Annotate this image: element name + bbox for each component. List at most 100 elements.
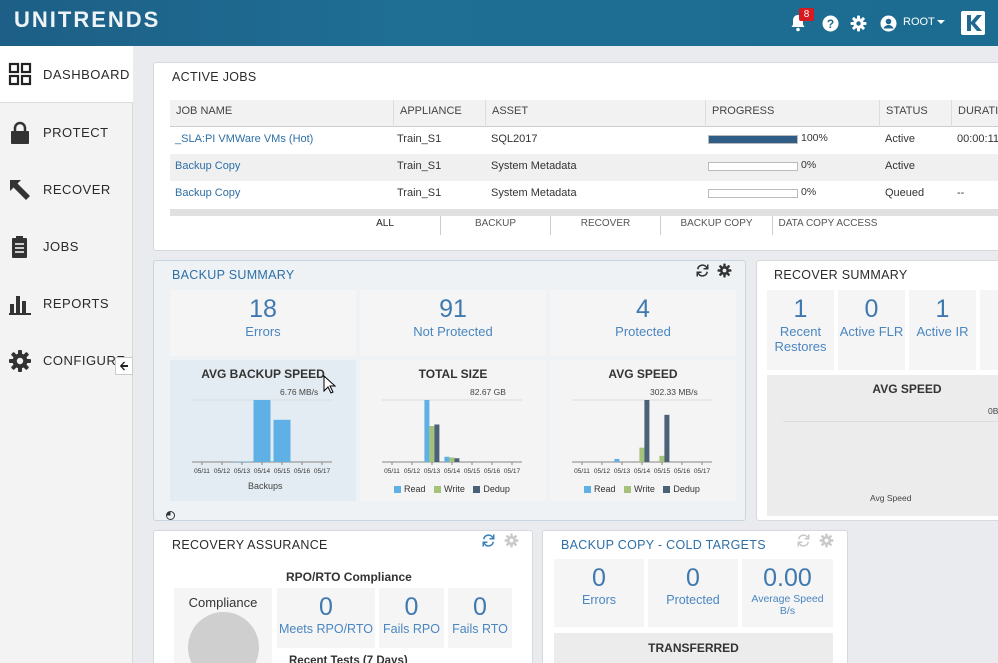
bar-value-05/15 [273,419,291,462]
arrow-left-icon [119,361,128,371]
partial-tile[interactable] [980,290,998,370]
recent-tests-heading: Recent Tests (7 Days) [289,655,408,663]
collapse-sidebar-button[interactable] [115,357,133,375]
progress-label: 100% [801,132,828,144]
meets-rpo-rto-tile[interactable]: 0 Meets RPO/RTO [277,588,375,648]
meets-rpo-rto-label: Meets RPO/RTO [278,622,373,636]
recent-restores-tile[interactable]: 1 Recent Restores [767,290,834,370]
chart-title: TRANSFERRED [648,641,739,655]
active-ir-count: 1 [935,295,950,323]
column-header-appliance[interactable]: APPLIANCE [394,100,486,127]
notification-count-badge[interactable]: 8 [799,8,814,21]
tick-label: 05/16 [294,468,311,475]
gear-icon [8,349,32,373]
tick-label: 05/15 [274,468,291,475]
transferred-chart[interactable]: TRANSFERRED [554,633,833,663]
table-row[interactable]: _SLA:PI VMWare VMs (Hot) Train_S1 SQL201… [170,127,998,154]
column-header-duration[interactable]: DURATI [958,105,998,117]
fails-rpo-tile[interactable]: 0 Fails RPO [379,588,444,648]
tick-label: 05/13 [234,468,251,475]
user-menu-label[interactable]: ROOT [903,16,935,28]
recovery-assurance-title: RECOVERY ASSURANCE [172,538,328,552]
table-row[interactable]: Backup Copy Train_S1 System Metadata 0% … [170,181,998,208]
recent-restores-count: 1 [793,295,808,323]
tab-all[interactable]: ALL [330,216,441,235]
total-size-chart[interactable]: TOTAL SIZE 82.67 GB 05/11 05/12 05/13 05/14… [360,360,546,501]
appliance-cell: Train_S1 [397,160,442,172]
settings-gear-icon[interactable] [819,533,834,553]
brand-icon[interactable] [961,11,985,35]
table-row[interactable]: Backup Copy Train_S1 System Metadata 0% … [170,154,998,181]
copy-average-speed-tile[interactable]: 0.00 Average Speed B/s [742,559,833,627]
gear-icon[interactable] [850,15,868,33]
errors-tile[interactable]: 18 Errors [170,290,356,356]
compliance-tile[interactable]: Compliance [174,588,272,663]
column-header-job-name[interactable]: JOB NAME [170,100,394,127]
bar-dedup-05/14 [644,400,650,462]
recover-avg-speed-chart[interactable]: AVG SPEED 0B Avg Speed [767,375,998,516]
avg-speed-chart[interactable]: AVG SPEED 302.33 MB/s 05/11 05/12 05/13 05/… [550,360,736,501]
lock-icon [8,121,32,145]
tab-data-copy-access[interactable]: DATA COPY ACCESS [778,218,878,229]
settings-gear-icon[interactable] [717,263,732,283]
tick-label: 05/17 [314,468,331,475]
chart-value-label: 0B [988,406,998,416]
bar-read-05/13 [424,400,430,462]
tick-label: 05/11 [194,468,210,475]
bar-value-05/14 [253,400,271,462]
tab-backup[interactable]: BACKUP [441,216,551,235]
fails-rto-tile[interactable]: 0 Fails RTO [448,588,512,648]
settings-gear-icon[interactable] [504,533,519,553]
active-flr-tile[interactable]: 0 Active FLR [838,290,905,370]
fails-rto-count: 0 [473,593,487,621]
tick-label: 05/17 [504,468,521,475]
jobs-table-header: JOB NAME APPLIANCE ASSET PROGRESS STATUS… [170,100,998,127]
job-name-link[interactable]: _SLA:PI VMWare VMs (Hot) [175,133,314,145]
chart-xlabel: Avg Speed [870,493,912,503]
refresh-icon[interactable] [796,533,811,553]
duration-cell: 00:00:11 [957,133,998,145]
recover-summary-title: RECOVER SUMMARY [774,268,908,282]
errors-label: Errors [245,324,281,339]
copy-protected-tile[interactable]: 0 Protected [648,559,738,627]
user-avatar-icon[interactable] [880,15,898,33]
help-icon[interactable]: ? [822,15,840,33]
copy-errors-tile[interactable]: 0 Errors [554,559,644,627]
refresh-icon[interactable] [481,533,496,553]
appliance-cell: Train_S1 [397,133,442,145]
sidebar-item-configure[interactable]: CONFIGURE [0,332,133,389]
copy-average-speed-label: Average Speed [751,593,824,605]
recover-arrow-icon [8,178,32,202]
column-header-progress[interactable]: PROGRESS [706,100,880,127]
job-name-link[interactable]: Backup Copy [175,160,241,172]
active-flr-label: Active FLR [839,324,904,339]
tick-label: 05/12 [404,468,421,475]
bar-write-05/14 [639,447,645,462]
active-ir-tile[interactable]: 1 Active IR [909,290,976,370]
job-name-link[interactable]: Backup Copy [175,187,241,199]
legend-swatch-read [584,485,591,493]
refresh-icon[interactable] [695,263,710,283]
chart-legend: Read Write Dedup [578,484,700,494]
sidebar-item-reports[interactable]: REPORTS [0,275,133,332]
compliance-label: Compliance [188,595,258,610]
horizontal-scrollbar[interactable] [170,209,998,216]
column-header-status[interactable]: STATUS [880,100,952,127]
fails-rto-label: Fails RTO [452,622,508,636]
chevron-down-icon[interactable] [937,20,945,24]
sidebar-item-label: PROTECT [43,125,109,140]
sidebar-item-dashboard[interactable]: DASHBOARD [0,46,133,103]
not-protected-tile[interactable]: 91 Not Protected [360,290,546,356]
progress-bar [708,162,798,171]
protected-count: 4 [636,295,650,323]
sidebar-item-jobs[interactable]: JOBS [0,218,133,275]
legend-swatch-dedup [663,485,671,493]
tab-recover[interactable]: RECOVER [551,216,661,235]
unitrends-logo[interactable]: UNITRENDS [14,7,161,32]
sidebar-item-protect[interactable]: PROTECT [0,104,133,161]
sidebar-item-recover[interactable]: RECOVER [0,161,133,218]
tick-label: 05/15 [464,468,481,475]
protected-tile[interactable]: 4 Protected [550,290,736,356]
column-header-asset[interactable]: ASSET [486,100,706,127]
tab-backup-copy[interactable]: BACKUP COPY [661,216,773,235]
